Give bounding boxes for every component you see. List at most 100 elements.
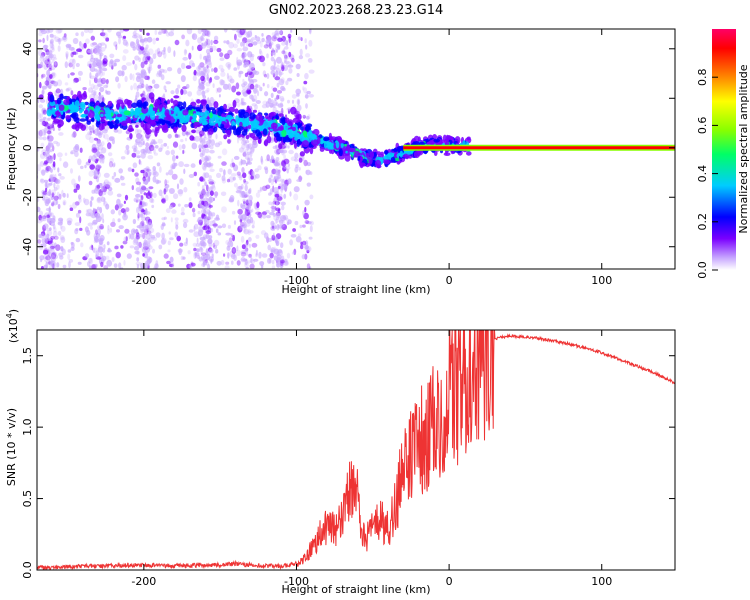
spectrogram-noise-blob [168, 188, 175, 194]
spectrogram-noise-blob [246, 161, 252, 165]
spectrogram-noise-blob [173, 193, 179, 200]
spectrogram-noise-blob [101, 213, 104, 220]
spectrogram-noise-blob [241, 98, 245, 103]
spectrogram-noise-blob [114, 58, 121, 63]
spectrogram-noise-blob [105, 90, 109, 95]
spectrogram-noise-blob [282, 166, 287, 172]
spectrogram-ridge-blob [226, 114, 233, 120]
spectrogram-noise-blob [203, 68, 208, 73]
spectrogram-noise-blob [262, 70, 267, 77]
spectrogram-noise-blob [99, 93, 102, 99]
spectrogram-noise-blob [155, 232, 161, 238]
x-tick-label: 100 [591, 575, 612, 588]
spectrogram-noise-blob [245, 89, 252, 95]
spectrogram-noise-blob [183, 186, 188, 193]
spectrogram-ridge-blob [63, 99, 70, 106]
spectrogram-noise-blob [254, 35, 257, 38]
spectrogram-noise-blob [42, 57, 49, 64]
spectrogram-noise-blob [146, 230, 152, 235]
spectrogram-noise-blob [220, 191, 227, 197]
spectrogram-noise-blob [193, 69, 197, 76]
spectrogram-noise-blob [46, 130, 52, 135]
spectrogram-noise-blob [198, 256, 203, 262]
spectrogram-ridge-blob [113, 123, 119, 129]
spectrogram-noise-blob [172, 141, 179, 148]
spectrogram-noise-blob [197, 181, 201, 187]
spectrogram-noise-blob [140, 228, 146, 232]
spectrogram-ridge-blob [100, 119, 106, 123]
spectrogram-noise-blob [111, 175, 115, 180]
spectrogram-noise-blob [76, 183, 80, 191]
spectrogram-noise-blob [101, 29, 104, 33]
spectrogram-noise-blob [200, 75, 205, 82]
spectrogram-noise-blob [113, 162, 116, 167]
spectrogram-noise-blob [97, 228, 102, 236]
spectrogram-noise-blob [84, 164, 87, 169]
spectrogram-noise-blob [239, 191, 245, 198]
spectrogram-noise-blob [251, 37, 256, 41]
spectrogram-noise-blob [38, 32, 43, 37]
spectrogram-noise-blob [99, 159, 104, 164]
spectrogram-noise-blob [56, 184, 60, 190]
spectrogram-noise-blob [207, 263, 211, 269]
spectrogram-noise-blob [208, 62, 212, 69]
spectrogram-noise-blob [130, 41, 136, 49]
spectrogram-noise-blob [138, 82, 144, 90]
spectrogram-noise-blob [146, 259, 151, 265]
spectrogram-noise-blob [256, 39, 262, 44]
spectrogram-noise-blob [216, 172, 222, 178]
spectrogram-noise-blob [249, 94, 254, 100]
spectrogram-ridge-blob [49, 94, 55, 103]
spectrogram-noise-blob [239, 224, 243, 231]
spectrogram-noise-blob [203, 215, 208, 223]
snr-multiplier-exp: 4 [5, 313, 14, 318]
spectrogram-noise-blob [142, 171, 148, 178]
spectrogram-ridge-blob [66, 96, 71, 101]
spectrogram-noise-blob [101, 97, 106, 101]
spectrogram-noise-blob [153, 83, 160, 89]
spectrogram-noise-blob [209, 163, 214, 167]
spectrogram-noise-blob [182, 218, 189, 224]
spectrogram-noise-blob [202, 244, 206, 249]
spectrogram-ridge-blob [242, 111, 250, 119]
spectrogram-noise-blob [39, 29, 46, 32]
spectrogram-noise-blob [49, 220, 56, 227]
spectrogram-noise-blob [141, 217, 147, 221]
spectrogram-noise-blob [198, 130, 205, 137]
spectrogram-noise-blob [254, 84, 261, 88]
spectrogram-noise-blob [210, 258, 214, 263]
spectrogram-noise-blob [249, 55, 254, 62]
spectrogram-noise-blob [71, 178, 76, 186]
spectrogram-noise-blob [240, 250, 247, 255]
spectrogram-noise-blob [87, 87, 94, 93]
spectrogram-ridge-blob [154, 98, 161, 106]
spectrogram-noise-blob [292, 228, 296, 232]
spectrogram-noise-blob [237, 137, 239, 144]
spectrogram-noise-blob [261, 104, 268, 109]
spectrogram-noise-blob [227, 49, 233, 56]
spectrogram-noise-blob [243, 150, 247, 157]
spectrogram-noise-blob [205, 157, 209, 161]
spectrogram-noise-blob [147, 245, 153, 250]
spectrogram-noise-blob [214, 217, 221, 221]
spectrogram-noise-blob [185, 132, 191, 136]
spectrogram-noise-blob [146, 36, 153, 43]
spectrogram-noise-blob [139, 211, 143, 217]
spectrogram-noise-blob [237, 101, 241, 108]
spectrogram-ridge-blob [94, 105, 100, 113]
spectrogram-ridge-blob [142, 101, 147, 110]
spectrogram-noise-blob [95, 232, 100, 239]
spectrogram-noise-blob [248, 237, 252, 242]
spectrogram-noise-blob [50, 260, 56, 268]
spectrogram-ridge-blob [255, 113, 263, 122]
spectrogram-noise-blob [50, 148, 53, 153]
spectrogram-noise-blob [270, 56, 275, 62]
spectrogram-noise-blob [129, 245, 135, 249]
spectrogram-noise-blob [259, 186, 262, 191]
spectrogram-noise-blob [271, 159, 275, 164]
spectrogram-noise-blob [278, 163, 282, 169]
spectrogram-noise-blob [283, 158, 290, 165]
spectrogram-noise-blob [135, 72, 141, 76]
spectrogram-noise-blob [301, 254, 306, 260]
spectrogram-noise-blob [143, 214, 146, 219]
